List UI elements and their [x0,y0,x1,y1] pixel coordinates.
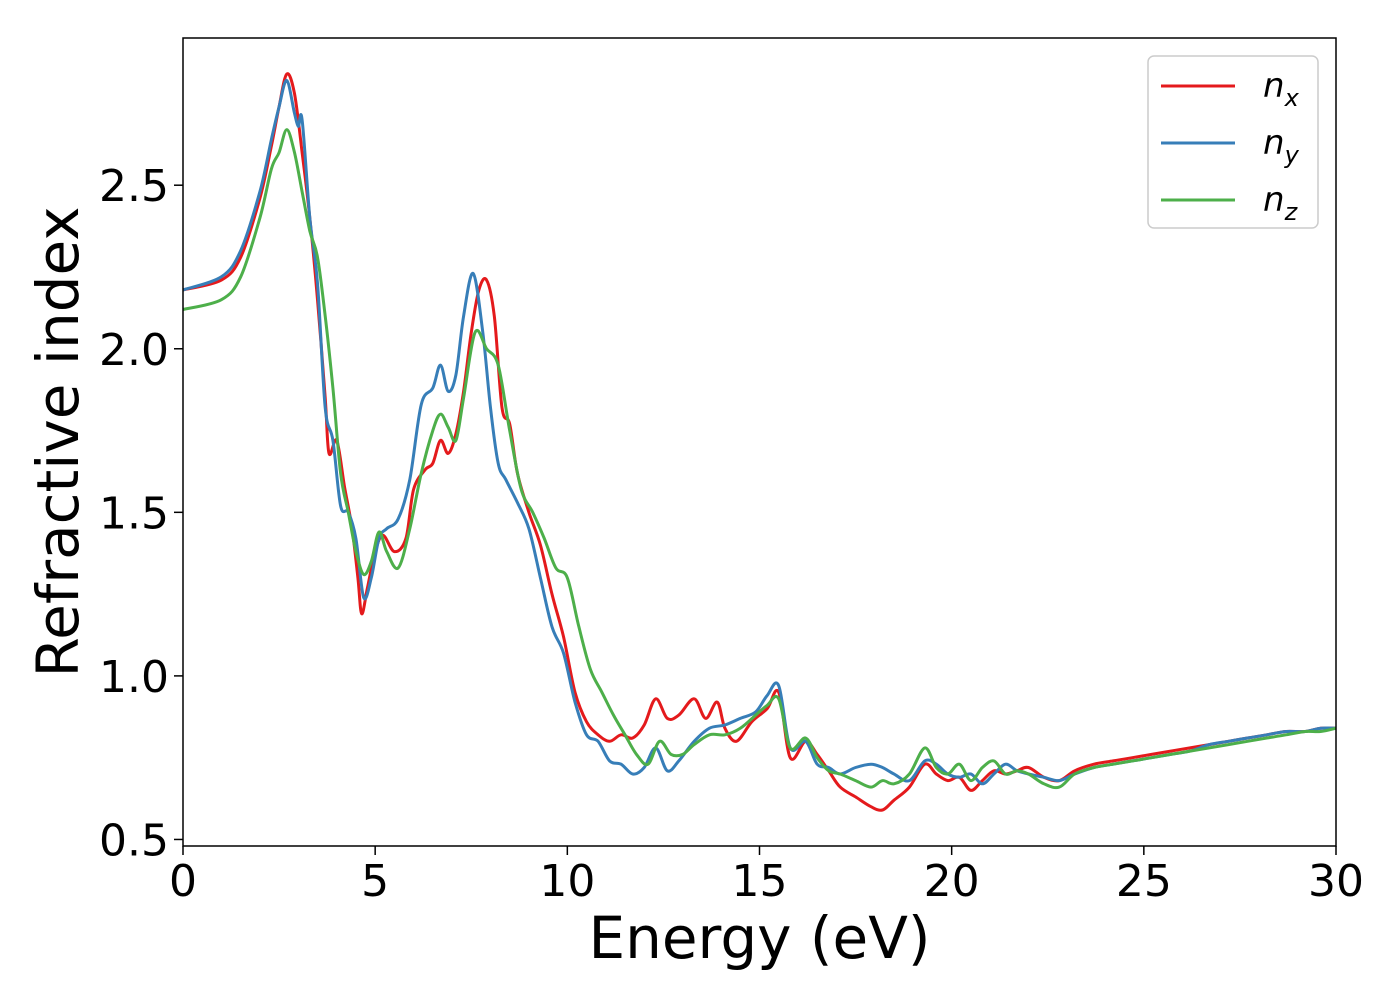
x-tick-label: 15 [732,856,788,907]
y-tick-label: 0.5 [99,815,169,866]
series-line-nz [182,128,1337,790]
legend-label-nz: nz [1263,180,1299,226]
y-tick-label: 2.0 [99,325,169,376]
x-tick-label: 10 [539,856,595,907]
x-tick-label: 5 [361,856,389,907]
legend: nx ny nz [1147,55,1319,229]
y-axis-label: Refractive index [24,206,92,677]
y-tick-label: 2.5 [99,161,169,212]
x-tick-label: 25 [1116,856,1172,907]
x-tick-label: 20 [924,856,980,907]
y-axis: 0.5 1.0 1.5 2.0 2.5 [99,161,183,866]
y-tick-label: 1.0 [99,652,169,703]
legend-label-nx: nx [1263,66,1300,112]
y-tick-label: 1.5 [99,488,169,539]
x-axis: 0 5 10 15 20 25 30 [169,846,1364,907]
series-lines [182,72,1337,812]
x-tick-label: 30 [1308,856,1364,907]
x-tick-label: 0 [169,856,197,907]
legend-label-ny: ny [1263,123,1300,169]
x-axis-label: Energy (eV) [588,904,930,972]
